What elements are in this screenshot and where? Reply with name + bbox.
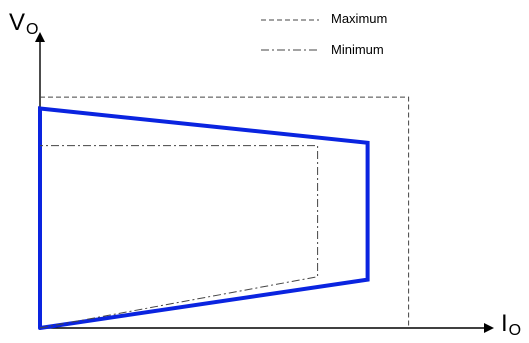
series-minimum <box>39 145 319 329</box>
legend-label-minimum: Minimum <box>331 42 384 57</box>
series-layer <box>38 96 410 330</box>
legend-label-maximum: Maximum <box>331 11 388 26</box>
y-axis-label: VO <box>9 9 39 38</box>
x-axis-label-subscript: O <box>508 322 522 339</box>
y-axis-label-main: V <box>9 9 26 36</box>
series-operating-region <box>38 106 370 330</box>
series-maximum <box>40 96 410 328</box>
x-axis-label: IO <box>501 310 522 339</box>
x-axis-label-main: I <box>501 310 508 337</box>
y-axis-label-subscript: O <box>26 21 39 38</box>
legend <box>261 19 319 51</box>
